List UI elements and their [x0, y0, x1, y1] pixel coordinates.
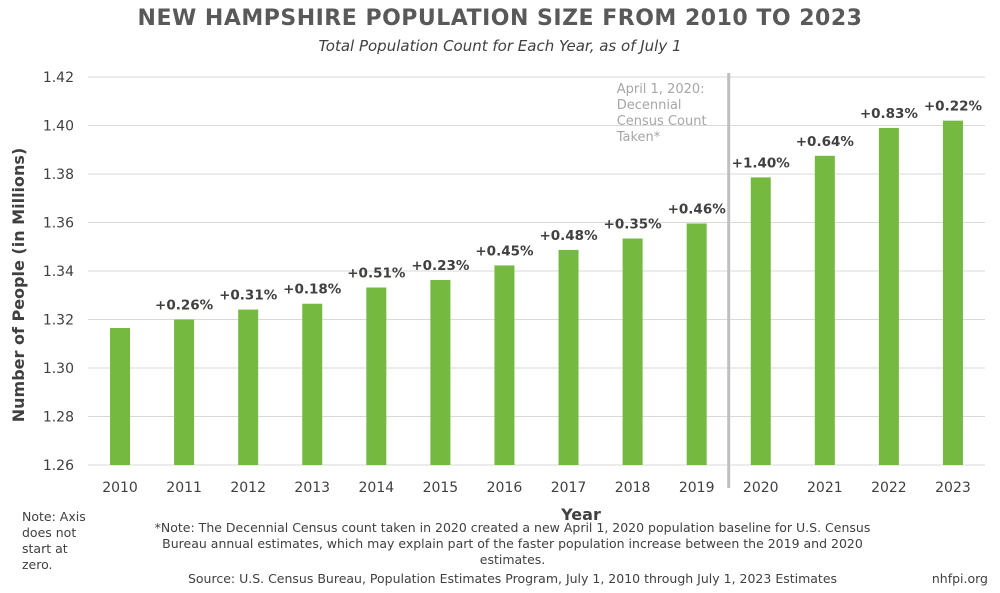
x-tick-label: 2012 [230, 480, 266, 496]
x-tick-label: 2015 [423, 480, 459, 496]
bar-2019 [686, 223, 707, 465]
bar-2014 [366, 287, 387, 465]
x-tick-label: 2013 [294, 480, 330, 496]
x-tick-label: 2010 [102, 480, 138, 496]
census-annotation-line: Decennial [617, 98, 682, 113]
bar-2016 [494, 265, 515, 465]
census-footnote: *Note: The Decennial Census count taken … [154, 520, 871, 567]
y-tick-label: 1.42 [43, 70, 74, 86]
x-tick-label: 2021 [807, 480, 843, 496]
x-tick-label: 2016 [487, 480, 523, 496]
chart-title: NEW HAMPSHIRE POPULATION SIZE FROM 2010 … [137, 6, 863, 31]
chart-subtitle: Total Population Count for Each Year, as… [318, 37, 682, 55]
data-label: +0.64% [796, 134, 855, 150]
y-tick-label: 1.36 [43, 216, 74, 232]
data-label: +0.46% [668, 201, 727, 217]
data-label: +0.48% [539, 228, 598, 244]
x-tick-label: 2014 [359, 480, 395, 496]
data-label: +1.40% [732, 155, 791, 171]
y-tick-label: 1.26 [43, 458, 74, 474]
bar-2023 [942, 120, 963, 466]
x-tick-label: 2017 [551, 480, 587, 496]
bar-2012 [238, 309, 259, 465]
bar-2015 [430, 279, 451, 465]
census-annotation-line: Taken* [616, 130, 661, 145]
x-tick-label: 2019 [679, 480, 715, 496]
data-label: +0.26% [155, 298, 214, 314]
data-label: +0.18% [283, 282, 342, 298]
y-tick-label: 1.38 [43, 167, 74, 183]
y-tick-label: 1.32 [43, 313, 74, 329]
source-note: Source: U.S. Census Bureau, Population E… [187, 571, 838, 586]
axis-note: Note: Axis does not start at zero. [22, 509, 86, 572]
bar-2010 [110, 327, 131, 465]
data-label: +0.22% [924, 99, 983, 115]
data-label: +0.51% [347, 265, 406, 281]
bar-2017 [558, 249, 579, 465]
data-label: +0.31% [219, 288, 278, 304]
y-tick-label: 1.40 [43, 119, 74, 135]
y-axis-title: Number of People (in Millions) [9, 148, 28, 423]
x-tick-label: 2022 [871, 480, 907, 496]
site-credit: nhfpi.org [931, 571, 988, 586]
x-tick-label: 2018 [615, 480, 651, 496]
bar-2022 [878, 127, 899, 466]
y-tick-label: 1.30 [43, 361, 74, 377]
data-label: +0.35% [604, 217, 663, 233]
y-tick-label: 1.34 [43, 264, 74, 280]
x-axis-title: Year [560, 505, 601, 524]
data-label: +0.83% [860, 106, 919, 122]
bar-2021 [814, 155, 835, 465]
data-label: +0.45% [475, 243, 534, 259]
bar-2011 [174, 319, 195, 465]
data-label: +0.23% [411, 258, 470, 274]
x-tick-label: 2020 [743, 480, 779, 496]
y-tick-label: 1.28 [43, 410, 74, 426]
bar-2013 [302, 303, 323, 465]
bar-2018 [622, 238, 643, 465]
census-annotation-line: April 1, 2020: [617, 82, 705, 97]
bar-2020 [750, 177, 771, 465]
x-tick-label: 2023 [935, 480, 971, 496]
x-tick-label: 2011 [166, 480, 202, 496]
census-annotation-line: Census Count [617, 114, 707, 129]
